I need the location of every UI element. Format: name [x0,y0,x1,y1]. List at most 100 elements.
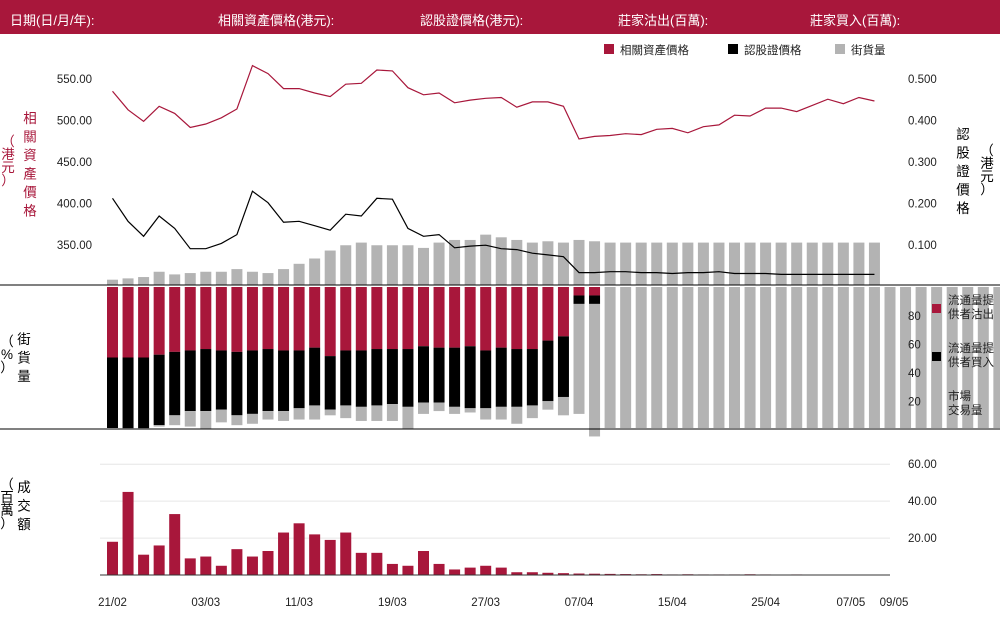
mm-buy-bar [355,350,367,407]
outstanding-bar [526,242,538,285]
mm-sell-bar [169,287,181,352]
outstanding-bar [262,273,274,285]
right-axis-label-char: 證 [956,163,970,179]
market-volume-bar [729,287,740,428]
bottom-axis-label-char: 交 [17,498,31,514]
mm-buy-bar [324,356,336,410]
right-axis-tick: 0.200 [908,199,937,211]
market-volume-bar [604,287,616,428]
outstanding-bar [418,247,429,285]
market-volume-bar [915,287,927,428]
x-axis-date-label: 19/03 [378,597,407,609]
right-axis-label-char: 認 [956,127,970,142]
turnover-bar [386,563,398,575]
market-volume-bar [433,402,445,412]
left-axis-label-char: 相 [23,111,37,126]
mm-sell-bar [184,287,196,351]
middle-legend-label: 流通量提 [948,341,994,355]
market-volume-bar [449,406,461,414]
left-axis-tick: 400.00 [57,199,92,211]
market-volume-bar [480,408,492,420]
left-axis-label-char: （ [1,134,15,149]
outstanding-bar [604,242,616,285]
outstanding-bar [324,250,336,285]
mm-buy-bar [433,347,445,403]
middle-legend-label: 供者買入 [948,355,994,369]
middle-axis-label-char: 貨 [17,350,31,366]
mm-buy-bar [184,350,196,412]
x-axis-date-label: 27/03 [471,597,500,609]
outstanding-bar [760,242,772,285]
warrant-price-line [112,190,875,275]
outstanding-bar [138,277,150,285]
market-volume-bar [557,396,569,416]
bottom-axis-tick: 60.00 [908,459,937,471]
turnover-bar [495,567,507,575]
outstanding-bar [464,239,476,285]
outstanding-bar [200,271,212,285]
mm-sell-bar [589,287,601,296]
mm-sell-bar [449,287,461,348]
x-axis-date-label: 07/05 [837,597,866,609]
legend-swatch [604,44,614,54]
mm-buy-bar [278,350,290,412]
market-volume-bar [666,287,678,428]
market-volume-bar [246,413,258,424]
right-axis-label-char: 股 [956,146,970,161]
bottom-axis-label-char: 額 [17,517,31,532]
x-axis-date-label: 07/04 [565,597,594,609]
outstanding-bar [355,242,367,285]
underlying-price-line [112,64,875,140]
market-maker-sell-label: 莊家沽出(百萬): [618,13,709,28]
outstanding-bar [122,278,134,285]
turnover-bar [557,573,569,575]
outstanding-bar [511,239,523,285]
mm-buy-bar [122,357,134,428]
market-volume-bar [340,405,352,419]
middle-axis-label-char: % [1,347,13,362]
outstanding-bar [402,245,414,285]
mm-sell-bar [340,287,352,351]
market-volume-bar [620,287,632,428]
turnover-bar [153,545,165,575]
mm-sell-bar [309,287,321,348]
outstanding-bar [729,242,740,285]
market-volume-bar [760,287,772,428]
left-axis-label-char: 港 [1,147,15,162]
market-volume-bar [153,425,165,427]
mm-buy-bar [418,346,429,403]
mm-buy-bar [138,357,150,428]
mm-sell-bar [480,287,492,351]
outstanding-bar [806,242,818,285]
market-volume-bar [542,401,554,410]
outstanding-bar [713,242,725,285]
turnover-bar [433,563,445,575]
mm-sell-bar [122,287,134,358]
turnover-bar [200,556,212,575]
x-axis-date-label: 03/03 [191,597,220,609]
turnover-bar [184,558,196,575]
outstanding-bar [853,242,865,285]
mm-buy-bar [573,295,585,304]
turnover-bar [526,572,538,575]
mm-sell-bar [464,287,476,347]
left-axis-label-char: 元 [1,160,15,175]
left-axis-label-char: 資 [23,148,37,163]
market-volume-bar [402,406,414,430]
market-volume-bar [355,406,367,421]
outstanding-bar [231,269,243,285]
market-volume-bar [169,415,181,426]
outstanding-bar [495,237,507,285]
outstanding-bar [837,242,849,285]
mm-sell-bar [324,287,336,357]
mm-buy-bar [464,346,476,409]
turnover-bar [542,572,554,575]
x-axis-date-label: 09/05 [880,597,909,609]
middle-axis-tick: 20 [908,397,921,409]
outstanding-bar [822,242,834,285]
mm-sell-bar [293,287,305,351]
middle-legend-label: 流通量提 [948,293,994,307]
market-volume-bar [200,411,212,430]
outstanding-bar [791,242,803,285]
turnover-bar [107,541,118,575]
